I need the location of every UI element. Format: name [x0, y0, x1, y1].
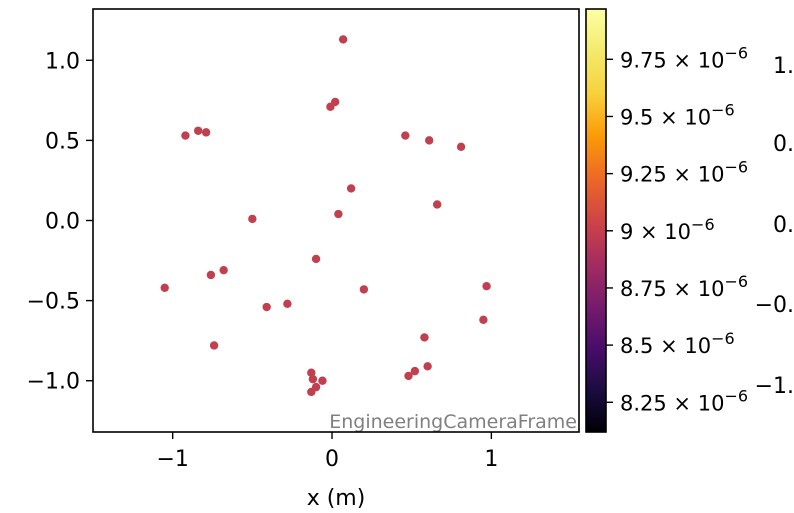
colorbar	[585, 8, 607, 433]
data-point-29	[318, 376, 327, 385]
x-tick-label-0: −1	[156, 447, 188, 472]
clipped-right-labels: 1. 0. 0. −0. −1.	[755, 54, 794, 399]
x-tick-label-1: 0	[325, 447, 339, 472]
data-point-9	[346, 184, 356, 193]
data-point-17	[359, 285, 369, 294]
y-tick-label-2: 0.0	[45, 210, 80, 235]
y-tick-label-1: 0.5	[45, 129, 80, 154]
data-point-24	[423, 362, 432, 371]
colorbar-tick-label-4: 8.75 × 10−6	[620, 272, 748, 301]
data-point-12	[248, 214, 257, 224]
data-point-8	[456, 142, 466, 151]
colorbar-tick-label-0: 9.75 × 10−6	[620, 43, 748, 72]
data-point-5	[181, 131, 190, 140]
y-axis: 1.0 0.5 0.0 −0.5 −1.0	[27, 49, 93, 395]
data-point-23	[209, 341, 219, 350]
colorbar-tick-label-6: 8.25 × 10−6	[620, 386, 748, 415]
clipped-label-2: 0.	[773, 213, 794, 238]
x-axis-label: x (m)	[307, 486, 366, 511]
data-point-13	[311, 254, 321, 264]
data-point-27	[307, 368, 316, 377]
data-point-21	[479, 315, 488, 325]
clipped-label-0: 1.	[773, 54, 794, 79]
data-point-10	[432, 200, 442, 209]
data-point-18	[482, 281, 491, 291]
data-point-0	[338, 35, 348, 44]
data-point-4	[201, 128, 211, 137]
clipped-label-1: 0.	[773, 132, 794, 157]
colorbar-tick-label-5: 8.5 × 10−6	[620, 329, 735, 358]
data-point-6	[401, 131, 410, 140]
data-point-7	[425, 136, 434, 145]
x-axis: −1 0 1	[156, 432, 498, 472]
data-point-11	[334, 209, 343, 219]
clipped-label-3: −0.	[755, 293, 794, 318]
frame-watermark: EngineeringCameraFrame	[329, 411, 577, 433]
y-tick-label-4: −1.0	[27, 370, 80, 395]
plot-area	[93, 9, 579, 432]
data-point-31	[307, 387, 316, 397]
data-point-3	[193, 126, 203, 135]
x-tick-label-2: 1	[484, 447, 498, 472]
data-point-25	[410, 366, 420, 376]
data-point-2	[326, 102, 335, 111]
colorbar-ticks: 9.75 × 10−6 9.5 × 10−6 9.25 × 10−6 9 × 10−6…	[606, 43, 748, 415]
y-tick-label-0: 1.0	[45, 49, 80, 74]
colorbar-tick-label-2: 9.25 × 10−6	[620, 158, 748, 187]
data-points	[160, 35, 491, 397]
data-point-22	[420, 333, 429, 342]
data-point-14	[219, 265, 228, 275]
data-point-28	[308, 374, 318, 384]
data-point-15	[206, 270, 216, 280]
data-point-26	[404, 371, 413, 381]
colorbar-tick-label-3: 9 × 10−6	[620, 215, 715, 244]
colorbar-tick-label-1: 9.5 × 10−6	[620, 100, 735, 129]
y-tick-label-3: −0.5	[27, 290, 80, 315]
data-point-20	[262, 302, 271, 312]
data-point-19	[283, 299, 292, 309]
clipped-label-4: −1.	[755, 374, 794, 399]
data-point-16	[160, 283, 169, 292]
